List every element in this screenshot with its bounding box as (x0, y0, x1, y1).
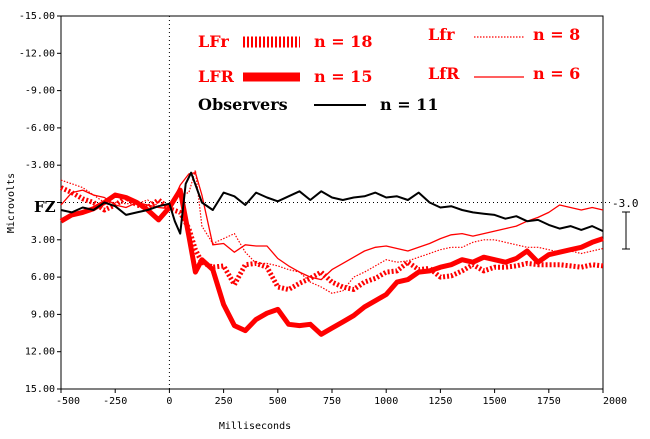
x-axis-title: Milliseconds (219, 421, 291, 432)
legend-n-LFR: n = 15 (314, 67, 372, 86)
y-tick-label: 6.00 (31, 272, 55, 283)
legend-n-LfR: n = 6 (533, 64, 580, 83)
y-tick-label: 12.00 (25, 347, 55, 358)
series-line-Lfr (60, 169, 604, 294)
legend-label-LFR: LFR (198, 67, 235, 86)
x-tick-label: 1500 (483, 396, 507, 407)
channel-label: FZ (34, 198, 56, 216)
x-tick-label: -500 (56, 396, 80, 407)
y-axis-title: Microvolts (6, 173, 17, 233)
legend-label-LFr: LFr (198, 32, 229, 51)
legend-n-Observers: n = 11 (380, 95, 438, 114)
scale-label: -3.0 (612, 197, 639, 210)
x-tick-label: 750 (323, 396, 341, 407)
series-line-Observers (60, 171, 604, 235)
y-tick-label: 9.00 (31, 309, 55, 320)
y-tick-label: -6.00 (25, 123, 55, 134)
y-tick-label: -9.00 (25, 86, 55, 97)
x-tick-label: 1000 (374, 396, 398, 407)
x-tick-label: 250 (215, 396, 233, 407)
x-tick-label: -250 (103, 396, 127, 407)
x-tick-label: 2000 (603, 396, 627, 407)
x-tick-label: 1250 (428, 396, 452, 407)
y-tick-label: -12.00 (19, 48, 55, 59)
y-axis: -15.00 -12.00 -9.00 -6.00 -3.00 3.00 6.00 9.00 1… (19, 11, 61, 395)
y-tick-label: -15.00 (19, 11, 55, 22)
x-axis: -500 -250 0 250 500 750 1000 1250 1500 1750 2000 (56, 389, 627, 407)
y-tick-label: 15.00 (25, 384, 55, 395)
x-tick-label: 0 (166, 396, 172, 407)
series-line-LFR (59, 187, 604, 337)
series-layer (59, 169, 604, 337)
legend-label-Observers: Observers (198, 95, 288, 114)
y-tick-label: -3.00 (25, 160, 55, 171)
legend: LFr n = 18 LFR n = 15 Observers n = 11 Lfr n = … (198, 25, 580, 114)
scale-bar: -3.0 (612, 197, 639, 250)
legend-n-Lfr: n = 8 (533, 25, 580, 44)
x-tick-label: 1750 (537, 396, 561, 407)
y-tick-label: 3.00 (31, 235, 55, 246)
legend-label-Lfr: Lfr (428, 25, 455, 44)
series-line-LFr (59, 185, 604, 292)
x-tick-label: 500 (269, 396, 287, 407)
legend-n-LFr: n = 18 (314, 32, 372, 51)
legend-label-LfR: LfR (428, 64, 460, 83)
